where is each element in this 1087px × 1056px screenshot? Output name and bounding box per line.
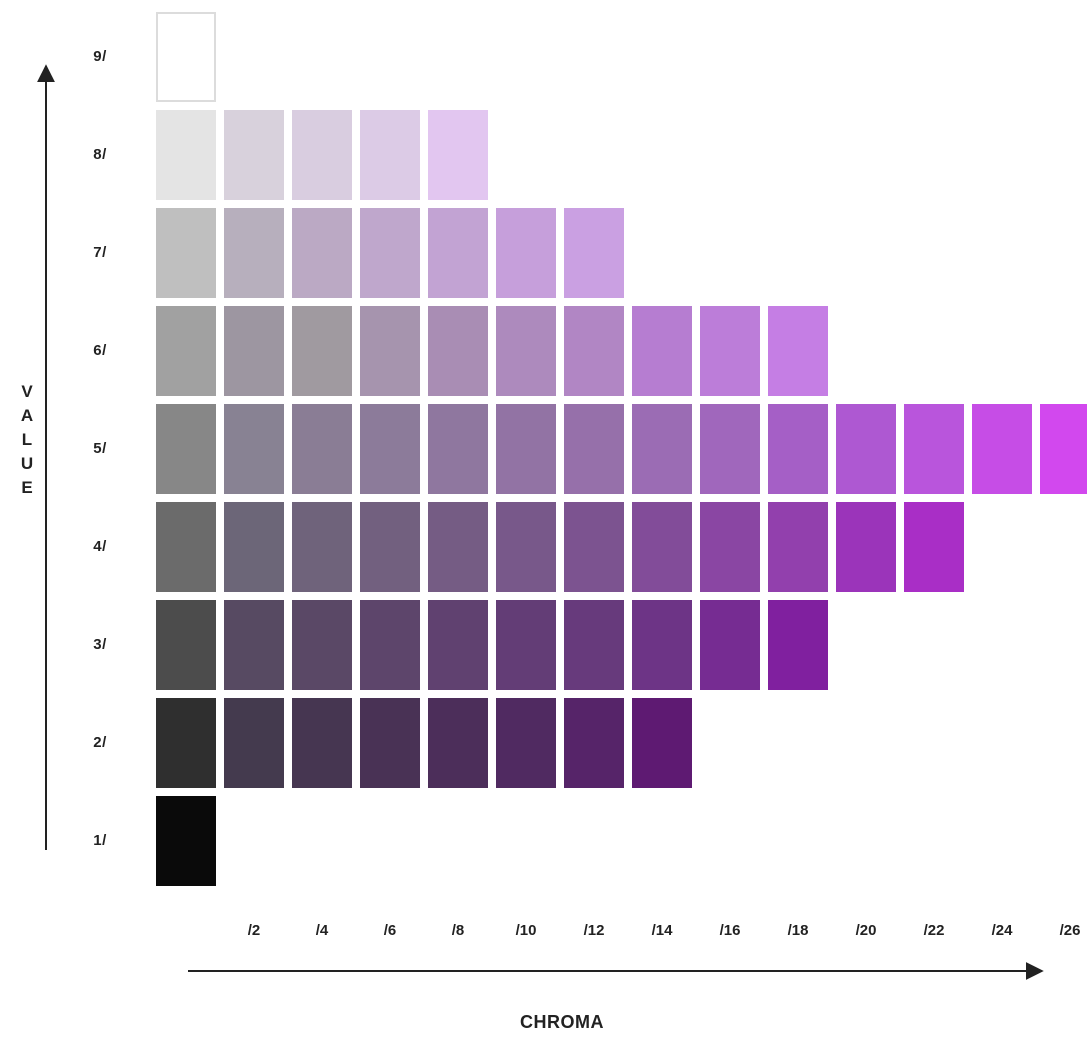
swatch-3-5 xyxy=(496,600,556,690)
chroma-label: /8 xyxy=(451,922,465,939)
swatch-4-1 xyxy=(224,502,284,592)
swatch-3-3 xyxy=(360,600,420,690)
swatch-6-0 xyxy=(156,306,216,396)
swatch-2-7 xyxy=(632,698,692,788)
swatch-5-3 xyxy=(360,404,420,494)
swatch-3-1 xyxy=(224,600,284,690)
swatch-4-5 xyxy=(496,502,556,592)
chroma-label: /2 xyxy=(247,922,261,939)
swatch-5-13 xyxy=(1040,404,1087,494)
swatch-5-4 xyxy=(428,404,488,494)
swatch-4-6 xyxy=(564,502,624,592)
value-label: 5/ xyxy=(93,440,107,457)
swatch-3-6 xyxy=(564,600,624,690)
chroma-label: /22 xyxy=(923,922,945,939)
swatch-4-4 xyxy=(428,502,488,592)
value-label: 1/ xyxy=(93,832,107,849)
swatch-4-8 xyxy=(700,502,760,592)
swatch-6-5 xyxy=(496,306,556,396)
value-axis-letter: V xyxy=(21,382,33,401)
chroma-label: /20 xyxy=(855,922,877,939)
swatch-7-1 xyxy=(224,208,284,298)
value-axis-letter: U xyxy=(20,454,34,473)
value-axis-letter: L xyxy=(21,430,33,449)
swatch-6-2 xyxy=(292,306,352,396)
swatch-4-2 xyxy=(292,502,352,592)
swatch-1-0 xyxy=(156,796,216,886)
value-label: 4/ xyxy=(93,538,107,555)
swatch-4-0 xyxy=(156,502,216,592)
value-label: 2/ xyxy=(93,734,107,751)
swatch-8-4 xyxy=(428,110,488,200)
chroma-label: /4 xyxy=(315,922,329,939)
swatch-5-11 xyxy=(904,404,964,494)
swatch-5-8 xyxy=(700,404,760,494)
swatch-2-2 xyxy=(292,698,352,788)
swatch-7-4 xyxy=(428,208,488,298)
chroma-label: /18 xyxy=(787,922,809,939)
chroma-label: /24 xyxy=(991,922,1013,939)
swatch-2-1 xyxy=(224,698,284,788)
swatch-2-4 xyxy=(428,698,488,788)
swatch-8-1 xyxy=(224,110,284,200)
swatch-6-9 xyxy=(768,306,828,396)
swatch-6-3 xyxy=(360,306,420,396)
swatch-5-10 xyxy=(836,404,896,494)
value-axis-letter: E xyxy=(21,478,33,497)
swatch-7-3 xyxy=(360,208,420,298)
swatch-4-11 xyxy=(904,502,964,592)
swatch-5-9 xyxy=(768,404,828,494)
swatch-2-5 xyxy=(496,698,556,788)
swatch-8-3 xyxy=(360,110,420,200)
chroma-label: /26 xyxy=(1059,922,1081,939)
swatch-3-7 xyxy=(632,600,692,690)
swatch-5-12 xyxy=(972,404,1032,494)
swatch-4-9 xyxy=(768,502,828,592)
swatch-5-2 xyxy=(292,404,352,494)
swatch-6-7 xyxy=(632,306,692,396)
chroma-label: /16 xyxy=(719,922,741,939)
swatch-8-2 xyxy=(292,110,352,200)
swatch-7-5 xyxy=(496,208,556,298)
swatch-7-6 xyxy=(564,208,624,298)
swatch-6-4 xyxy=(428,306,488,396)
swatch-4-3 xyxy=(360,502,420,592)
chroma-label: /14 xyxy=(651,922,673,939)
value-axis-letter: A xyxy=(20,406,34,425)
swatch-2-6 xyxy=(564,698,624,788)
value-label: 6/ xyxy=(93,342,107,359)
swatch-2-0 xyxy=(156,698,216,788)
value-label: 7/ xyxy=(93,244,107,261)
swatch-7-0 xyxy=(156,208,216,298)
swatch-3-0 xyxy=(156,600,216,690)
swatch-5-6 xyxy=(564,404,624,494)
swatch-6-8 xyxy=(700,306,760,396)
chroma-label: /12 xyxy=(583,922,605,939)
swatch-3-8 xyxy=(700,600,760,690)
swatch-5-7 xyxy=(632,404,692,494)
value-label: 9/ xyxy=(93,48,107,65)
swatch-5-1 xyxy=(224,404,284,494)
chroma-axis-title: CHROMA xyxy=(520,1012,604,1032)
swatch-3-9 xyxy=(768,600,828,690)
swatch-4-7 xyxy=(632,502,692,592)
value-label: 3/ xyxy=(93,636,107,653)
value-label: 8/ xyxy=(93,146,107,163)
swatch-4-10 xyxy=(836,502,896,592)
swatch-5-0 xyxy=(156,404,216,494)
swatch-2-3 xyxy=(360,698,420,788)
swatch-9-0 xyxy=(156,12,216,102)
swatch-3-4 xyxy=(428,600,488,690)
chroma-label: /10 xyxy=(515,922,537,939)
chroma-label: /6 xyxy=(383,922,397,939)
swatch-7-2 xyxy=(292,208,352,298)
swatch-6-6 xyxy=(564,306,624,396)
swatch-3-2 xyxy=(292,600,352,690)
swatch-6-1 xyxy=(224,306,284,396)
swatch-5-5 xyxy=(496,404,556,494)
swatch-8-0 xyxy=(156,110,216,200)
